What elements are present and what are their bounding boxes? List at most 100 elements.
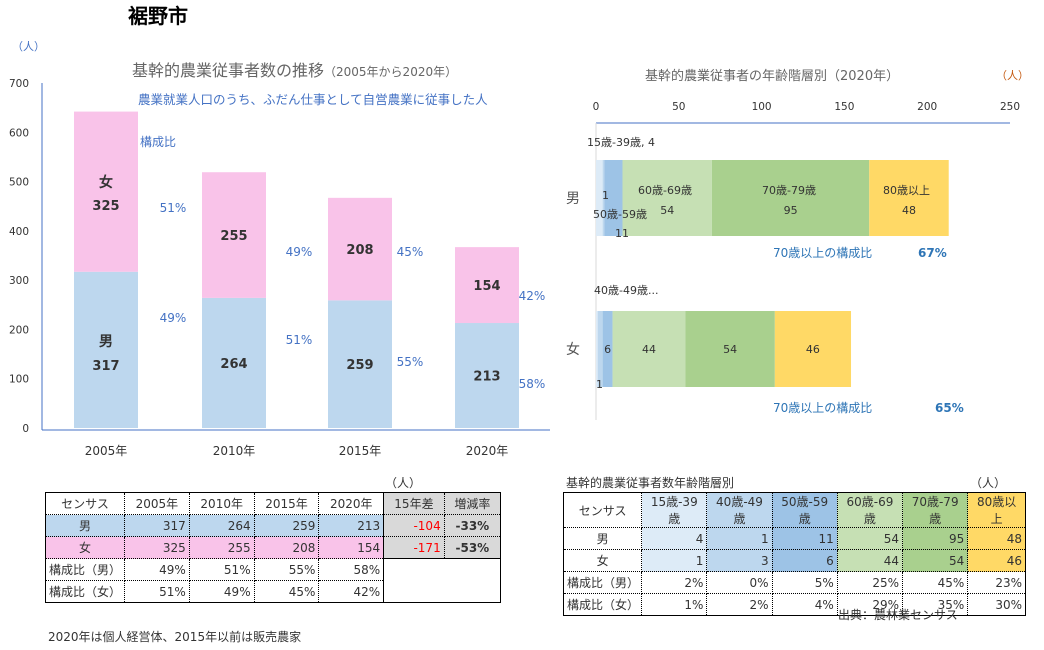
cell: 58% [318,558,385,581]
row-label: 女 [562,549,643,572]
left-table-unit: （人） [385,476,422,490]
ratio-female: 45% [397,245,424,259]
cell: 49% [188,580,255,603]
cell: 54 [836,527,904,550]
cell: 35% [902,593,969,616]
data-label-male: 317 [92,359,119,374]
ratio-female: 42% [519,289,546,303]
header-cell: 70歳-79歳 [902,492,969,528]
table-header-row: センサス 2005年 2010年 2015年 2020年 15年差 増減率 [45,492,502,515]
left-table-note: 2020年は個人経営体、2015年以前は販売農家 [48,630,302,644]
data-label: 54 [660,204,674,217]
row-label: 構成比（男） [45,558,125,581]
header-cell: 2005年 [124,492,190,515]
data-label-male: 259 [346,358,373,373]
segment-80歳以上 [869,160,949,236]
y-tick-label: 100 [9,374,29,386]
cell: 95 [902,527,969,550]
ratio-female: 51% [160,201,187,215]
ratio-male: 49% [160,311,187,325]
header-cell: 2015年 [253,492,320,515]
cell: 6 [771,549,838,572]
empty-cell [383,580,501,603]
header-cell: 80歳以上 [967,492,1026,528]
cell: 54 [902,549,969,572]
header-cell: 増減率 [443,492,502,515]
x-tick-label: 2010年 [213,444,256,458]
row-label: 女 [45,536,125,559]
bar-male [202,297,266,428]
data-label: 54 [723,343,737,356]
table-row: 構成比（女） 51% 49% 45% 42% [45,580,501,603]
cell: 154 [318,536,385,559]
bar-male [74,271,138,428]
header-cell: 60歳-69歳 [836,492,904,528]
segment-60歳-69歳 [622,160,712,236]
bar-male [455,323,519,428]
table-header-row: センサス 15歳-39歳 40歳-49歳 50歳-59歳 60歳-69歳 70歳-79歳 8… [562,492,1026,528]
cell: 213 [318,514,385,537]
x-tick-label: 2015年 [339,444,382,458]
category-label: 男 [566,191,580,207]
cell: 0% [706,571,773,594]
ratio-female: 49% [286,245,313,259]
data-label: 95 [784,204,798,217]
cell: 11 [771,527,838,550]
callout-female-15-39: 1 [596,378,603,391]
right-table-source: 出典：農林業センサス [838,608,958,622]
x-tick-label: 150 [834,101,854,113]
cell: 2% [706,593,773,616]
cell: 2% [641,571,708,594]
y-tick-label: 500 [9,177,29,189]
cell: 4% [771,593,838,616]
cell: 44 [836,549,904,572]
header-cell: 15歳-39歳 [641,492,708,528]
segment-80歳以上 [774,311,852,387]
segment-40歳-49歳 [597,311,603,387]
cell: 51% [124,580,190,603]
cell: 255 [188,536,255,559]
cell: 29% [836,593,904,616]
header-cell: 40歳-49歳 [706,492,773,528]
cell: -53% [443,536,502,559]
row-label: 構成比（女） [45,580,125,603]
right-chart-unit: （人） [996,69,1029,82]
page-title: 裾野市 [128,4,188,28]
cell: 4 [641,527,708,550]
callout-male-50-59: 11 [615,227,629,240]
right-table-title: 基幹的農業従事者数年齢階層別 [566,476,735,490]
cell: 259 [253,514,320,537]
bar-female [455,247,519,324]
y-tick-label: 0 [22,423,29,435]
right-table: センサス 15歳-39歳 40歳-49歳 50歳-59歳 60歳-69歳 70歳-79歳 8… [562,492,1026,616]
segment-60歳-69歳 [612,311,686,387]
table-row: 女 1 3 6 44 54 46 [562,549,1026,572]
cell: 45% [902,571,969,594]
cell: 25% [836,571,904,594]
cell: 45% [253,580,320,603]
ratio-label: 構成比 [140,135,176,149]
x-tick-label: 2005年 [85,444,128,458]
male-ratio-value: 67% [918,246,947,260]
cell: 5% [771,571,838,594]
data-label: 46 [806,343,820,356]
segment-15歳-39歳 [596,160,603,236]
cell: 23% [967,571,1026,594]
cell: 46 [967,549,1026,572]
x-tick-label: 2020年 [466,444,509,458]
table-row: 男 317 264 259 213 -104 -33% [45,514,502,537]
table-row: 女 325 255 208 154 -171 -53% [45,536,502,559]
bar-female [202,172,266,298]
y-tick-label: 200 [9,324,29,336]
cell: 1 [641,549,708,572]
y-tick-label: 300 [9,275,29,287]
table-row: 構成比（女） 1% 2% 4% 29% 35% 30% [562,593,1026,616]
bar-male [328,300,392,428]
cell: 49% [124,558,190,581]
x-tick-label: 200 [917,101,937,113]
row-label: 構成比（男） [562,571,643,594]
segment-40歳-49歳 [602,160,605,236]
left-chart-title: 基幹的農業従事者数の推移（2005年から2020年） [132,61,457,80]
callout-male-70-79-name: 70歳-79歳 [762,184,816,197]
header-cell: 50歳-59歳 [771,492,838,528]
